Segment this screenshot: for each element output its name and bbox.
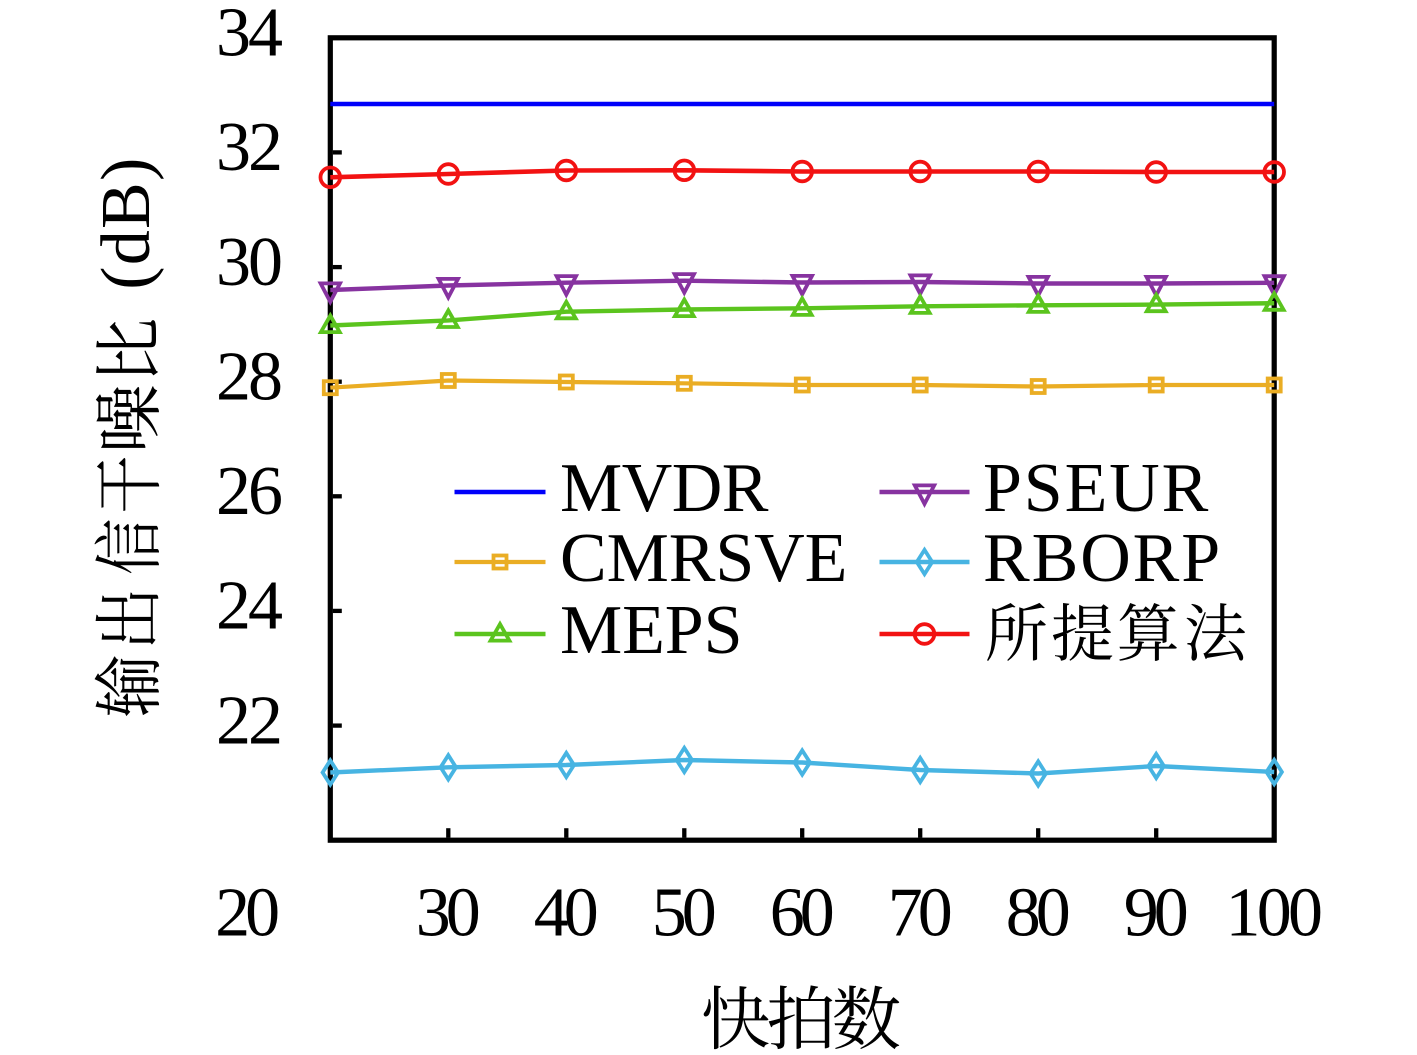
svg-text:32: 32 [216, 109, 283, 186]
svg-text:60: 60 [770, 875, 835, 952]
svg-text:100: 100 [1225, 875, 1323, 952]
svg-text:40: 40 [534, 875, 599, 952]
svg-text:80: 80 [1006, 875, 1071, 952]
svg-text:70: 70 [888, 875, 953, 952]
svg-text:30: 30 [216, 224, 283, 301]
svg-text:34: 34 [216, 0, 283, 72]
svg-text:90: 90 [1124, 875, 1189, 952]
svg-text:MEPS: MEPS [560, 592, 743, 669]
svg-text:20: 20 [215, 875, 280, 952]
svg-text:26: 26 [216, 453, 283, 530]
svg-text:24: 24 [216, 568, 283, 645]
svg-text:MVDR: MVDR [560, 450, 769, 527]
svg-text:(dB): (dB) [88, 158, 165, 290]
svg-text:50: 50 [652, 875, 717, 952]
svg-text:CMRSVE: CMRSVE [560, 520, 847, 597]
svg-text:PSEUR: PSEUR [983, 450, 1209, 527]
svg-text:22: 22 [216, 682, 283, 759]
svg-text:RBORP: RBORP [983, 520, 1220, 597]
svg-text:30: 30 [416, 875, 481, 952]
svg-text:28: 28 [216, 338, 283, 415]
